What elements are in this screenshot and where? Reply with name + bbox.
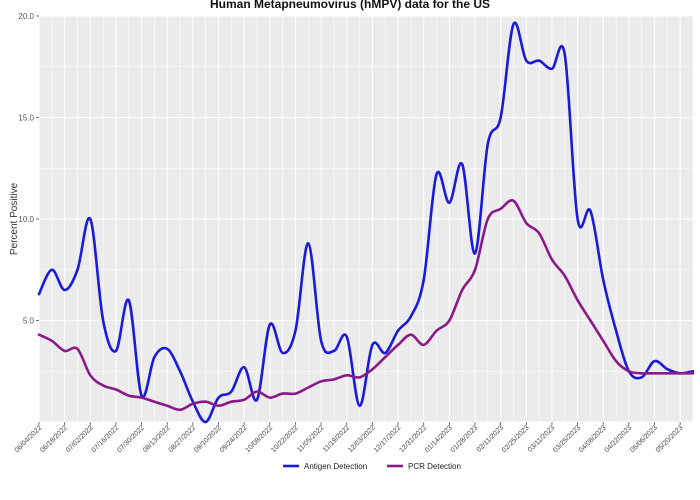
legend: Antigen Detection PCR Detection bbox=[283, 462, 461, 471]
x-axis: 06/04/202206/18/202207/02/202207/16/2022… bbox=[14, 422, 685, 454]
y-axis-label: Percent Positive bbox=[9, 182, 20, 255]
y-tick-label: 5.0 bbox=[23, 317, 35, 326]
chart-title: Human Metapneumovirus (hMPV) data for th… bbox=[210, 0, 490, 11]
x-tick-label: 02/25/2023 bbox=[501, 424, 531, 454]
y-tick-label: 20.0 bbox=[18, 12, 34, 21]
y-axis: 5.0 10.0 15.0 20.0 bbox=[18, 12, 39, 326]
y-tick-label: 10.0 bbox=[18, 215, 34, 224]
series-lines bbox=[37, 21, 695, 424]
legend-label-pcr-detection: PCR Detection bbox=[408, 462, 461, 471]
x-tick-label: 01/28/2023 bbox=[450, 424, 480, 454]
x-tick-label: 10/22/2022 bbox=[270, 424, 300, 454]
y-tick-label: 15.0 bbox=[18, 114, 34, 123]
series-line-antigen-detection bbox=[37, 21, 695, 424]
legend-label-antigen-detection: Antigen Detection bbox=[304, 462, 367, 471]
series-line-pcr-detection bbox=[37, 198, 695, 412]
x-tick-label: 05/20/2023 bbox=[655, 424, 685, 454]
